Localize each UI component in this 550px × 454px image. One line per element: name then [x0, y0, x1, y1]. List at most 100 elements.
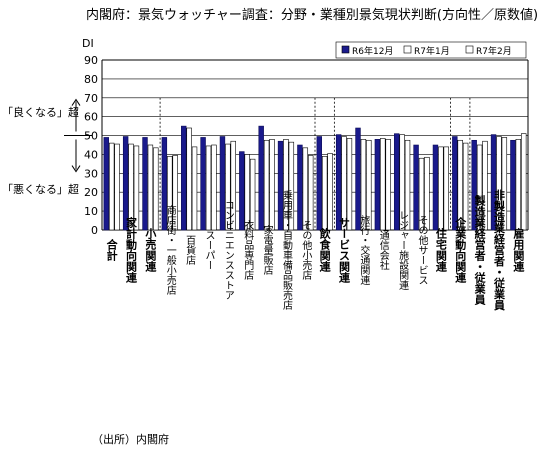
x-category-label: 製造業経営者・従業員 [473, 194, 487, 306]
legend-swatch [403, 45, 412, 54]
bar [432, 144, 439, 231]
y-tick-label: 30 [84, 167, 98, 180]
bar [249, 158, 256, 231]
bar [153, 147, 159, 231]
x-category-label: レジャー施設関連 [397, 210, 409, 291]
legend-label: R6年12月 [352, 45, 393, 57]
legend: R6年12月 R7年1月 R7年2月 [335, 41, 527, 59]
bar [394, 133, 400, 231]
bar [515, 139, 522, 231]
bar [418, 157, 425, 231]
bar [327, 153, 333, 231]
bar [443, 146, 449, 231]
up-arrow-head [71, 98, 81, 106]
reference-markers [64, 98, 92, 173]
bar [413, 144, 419, 231]
x-category-label: その他サービス [416, 215, 428, 285]
x-category-label: 雇用関連 [512, 227, 525, 273]
bar [263, 139, 270, 231]
bar [521, 133, 527, 231]
bar [142, 137, 148, 231]
bar [239, 151, 245, 231]
x-category-label: 旅行・交通関連 [358, 214, 370, 286]
bar [211, 144, 217, 231]
y-tick-label: 90 [84, 54, 98, 67]
x-category-label: 家電量販店 [261, 224, 273, 276]
y-tick-label: 10 [84, 205, 98, 218]
y-tick-label: 50 [84, 130, 98, 143]
x-category-label: サービス関連 [338, 217, 351, 284]
bar [277, 140, 284, 231]
bar [302, 147, 309, 231]
down-arrow-head [71, 165, 81, 173]
bar [230, 140, 236, 231]
bar [462, 142, 469, 231]
bar [424, 156, 430, 231]
bar [510, 139, 516, 231]
x-category-label: 住宅関連 [434, 227, 447, 273]
bar [321, 156, 328, 231]
bar [269, 139, 275, 231]
bar [108, 142, 115, 231]
bar [335, 134, 342, 231]
bar [186, 127, 192, 231]
x-category-label: 企業動向関連 [454, 216, 468, 284]
bar [374, 139, 381, 231]
bar [380, 138, 386, 231]
x-category-label: 飲食関連 [318, 227, 332, 273]
bar [308, 155, 314, 231]
bar [404, 139, 411, 231]
legend-box [335, 41, 527, 59]
y-tick-label: 0 [91, 224, 98, 237]
bar [172, 155, 178, 231]
y-tick-label: 70 [84, 92, 98, 105]
legend-swatch [465, 45, 474, 54]
bar [288, 141, 295, 231]
x-category-label: 小売関連 [144, 227, 158, 273]
y-tick-label: 40 [84, 148, 98, 161]
bar [103, 137, 109, 231]
bar [219, 136, 226, 231]
y-tick-label: 20 [84, 186, 98, 199]
bar [167, 156, 173, 231]
bar [501, 137, 508, 231]
bar [341, 136, 347, 231]
bar [399, 134, 405, 231]
bar [496, 136, 502, 231]
x-category-label: 百貨店 [184, 235, 196, 266]
x-category-label: 乗用車・自動車備品販売店 [280, 190, 292, 311]
bar [191, 146, 198, 231]
bar [346, 138, 353, 231]
bar [122, 136, 129, 231]
bar [476, 144, 483, 231]
bar [244, 154, 250, 231]
bar [471, 139, 477, 231]
x-category-label: 商店街・一般小売店 [164, 204, 176, 296]
bar [114, 143, 120, 231]
bar [133, 145, 140, 231]
bar [205, 145, 212, 231]
x-category-label: 非製造業経営者・従業員 [492, 188, 506, 311]
source-note: （出所）内閣府 [92, 432, 169, 446]
x-category-label: コンビニエンスストア [222, 200, 234, 300]
x-category-labels: 合計 家計動向関連 小売関連 商店街・一般小売店 百貨店 スーパー コンビニエンスストア 衣料… [105, 188, 525, 311]
bar [161, 137, 168, 231]
legend-swatch [341, 45, 350, 54]
bar [452, 136, 458, 231]
bar [316, 136, 322, 231]
bar [297, 144, 303, 231]
x-category-label: スーパー [203, 230, 215, 270]
bar [128, 143, 134, 231]
y-axis-label: DI [82, 37, 94, 50]
chart-title: 内閣府：景気ウォッチャー調査：分野・業種別景気現状判断(方向性／原数値) [86, 7, 538, 23]
x-category-label: 家計動向関連 [125, 216, 138, 284]
bar [200, 137, 206, 231]
bar [490, 134, 497, 231]
x-category-label: 衣料品専門店 [242, 219, 254, 281]
annotation-lower: 「悪くなる」超 [2, 182, 79, 196]
legend-label: R7年2月 [476, 45, 512, 57]
x-category-label: 合計 [105, 238, 118, 262]
bar [482, 140, 488, 231]
bar [366, 139, 372, 231]
